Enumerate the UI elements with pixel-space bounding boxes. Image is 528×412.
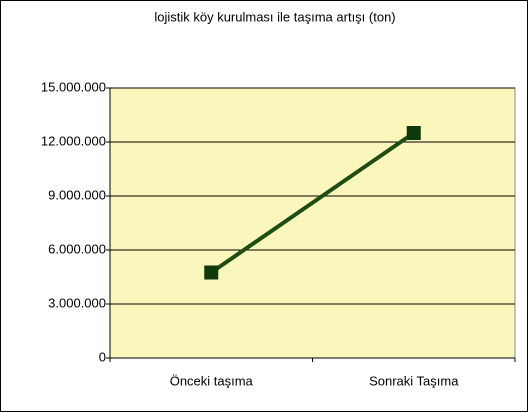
y-tick-label: 6.000.000 [48, 241, 106, 256]
marker [406, 126, 421, 140]
plot-area [109, 87, 516, 359]
series-line [210, 131, 415, 275]
x-tick-label: Önceki taşıma [170, 373, 254, 388]
y-tick-label: 15.000.000 [41, 79, 106, 94]
y-tick-label: 9.000.000 [48, 187, 106, 202]
x-tick-label: Sonraki Taşıma [369, 373, 459, 388]
chart-title: lojistik köy kurulması ile taşıma artışı… [154, 9, 395, 24]
y-tick-label: 0 [99, 349, 106, 364]
y-tick-label: 3.000.000 [48, 295, 106, 310]
marker [204, 265, 219, 280]
y-tick-label: 12.000.000 [41, 133, 106, 148]
